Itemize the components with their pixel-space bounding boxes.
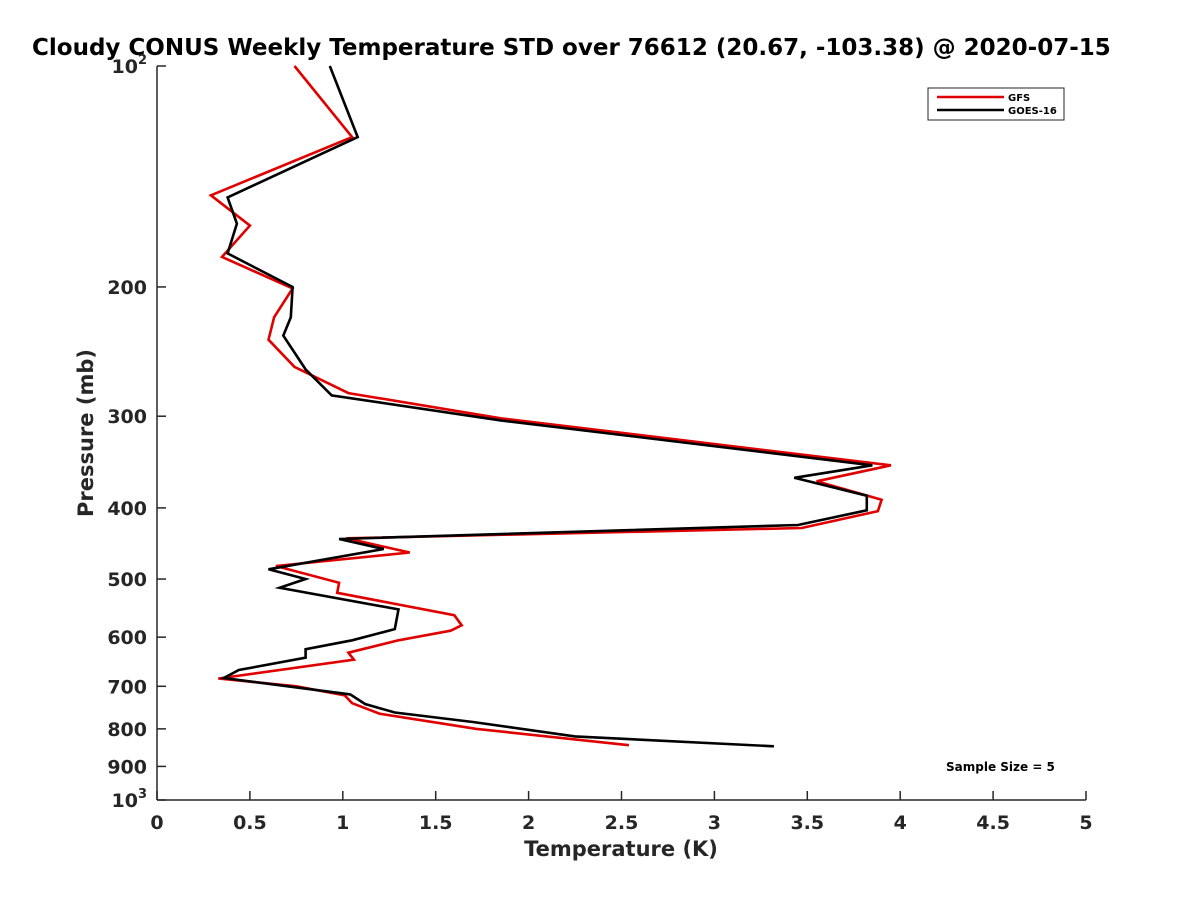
- y-axis-title: Pressure (mb): [74, 349, 98, 517]
- series-line-gfs: [208, 65, 892, 747]
- x-tick-label: 2: [522, 812, 535, 834]
- x-tick-label: 2.5: [605, 812, 639, 834]
- x-tick-label: 5: [1079, 812, 1092, 834]
- y-tick-label-base: 10: [112, 790, 138, 812]
- series-layer: [208, 65, 892, 748]
- x-tick-label: 4.5: [976, 812, 1010, 834]
- y-tick-label-base: 10: [112, 56, 138, 78]
- x-tick-label: 1.5: [419, 812, 453, 834]
- x-tick-label: 0.5: [233, 812, 267, 834]
- legend-box: [927, 87, 1065, 121]
- x-tick-label: 3.5: [790, 812, 824, 834]
- y-tick-label: 400: [107, 498, 147, 520]
- x-ticks: 0 0.5 1 1.5 2 2.5 3 3.5 4 4.5 5: [150, 791, 1093, 834]
- y-tick-label: 600: [107, 627, 147, 649]
- legend: GFS GOES-16: [927, 87, 1065, 121]
- y-tick-label-exponent: 2: [138, 53, 147, 68]
- y-tick-label: 900: [107, 756, 147, 778]
- y-tick-label: 800: [107, 719, 147, 741]
- y-tick-label-exponent: 3: [138, 787, 147, 802]
- y-tick-label: 500: [107, 569, 147, 591]
- x-tick-label: 0: [150, 812, 163, 834]
- series-line-goes-16: [219, 65, 873, 748]
- sample-size-annotation: Sample Size = 5: [946, 760, 1055, 774]
- x-tick-label: 4: [894, 812, 907, 834]
- chart-title: Cloudy CONUS Weekly Temperature STD over…: [32, 35, 1111, 61]
- legend-label-goes16: GOES-16: [1008, 106, 1057, 117]
- y-tick-label: 102: [112, 53, 148, 78]
- x-axis-title: Temperature (K): [524, 837, 718, 861]
- y-tick-label: 300: [107, 406, 147, 428]
- y-tick-label: 200: [107, 277, 147, 299]
- y-tick-label: 103: [112, 787, 148, 812]
- x-tick-label: 3: [708, 812, 721, 834]
- y-tick-label: 700: [107, 676, 147, 698]
- x-tick-label: 1: [336, 812, 349, 834]
- legend-label-gfs: GFS: [1008, 93, 1030, 104]
